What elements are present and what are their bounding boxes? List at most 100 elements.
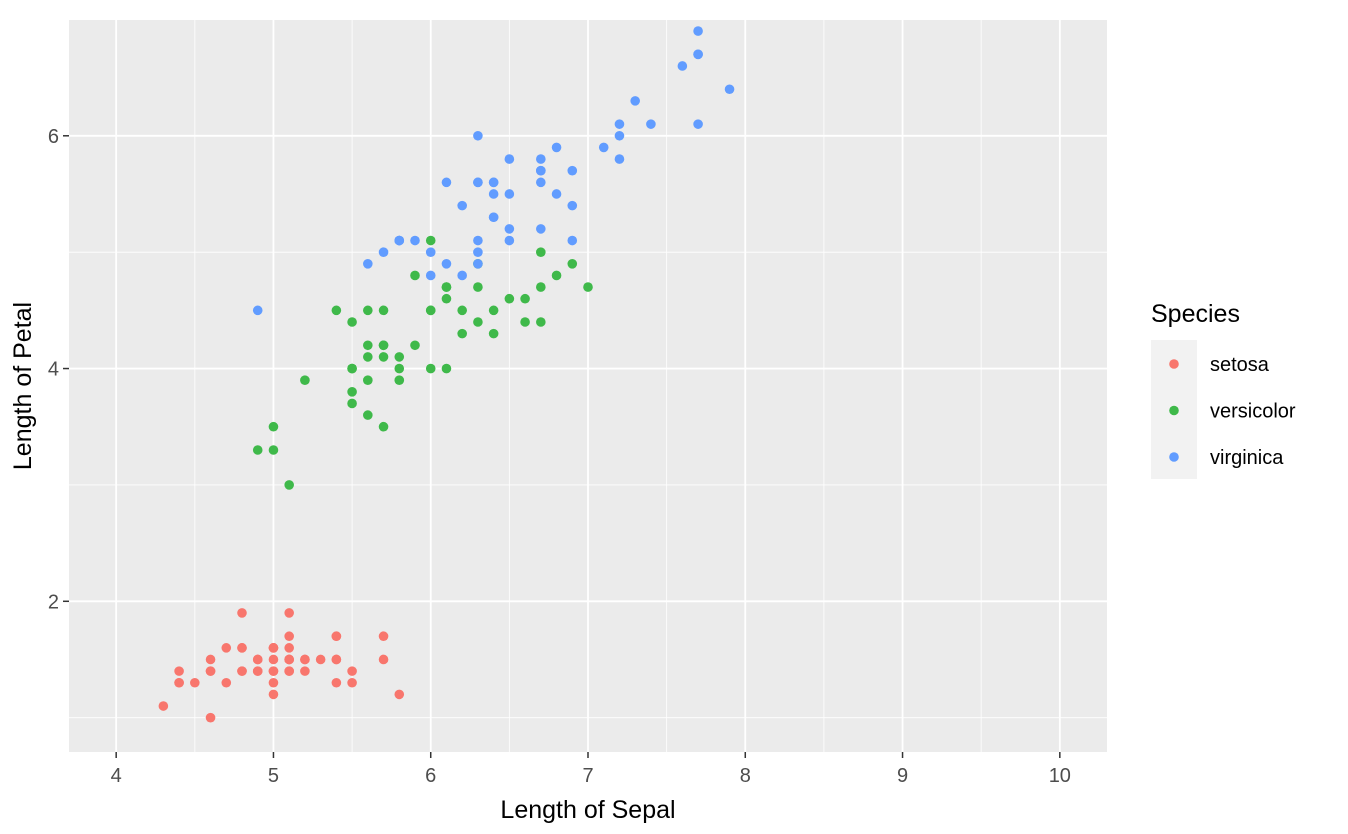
- point-virginica: [504, 235, 515, 246]
- point-virginica: [536, 165, 546, 176]
- point-setosa: [237, 643, 247, 653]
- point-virginica: [473, 130, 483, 141]
- point-setosa: [284, 654, 294, 665]
- point-virginica: [504, 154, 515, 164]
- point-setosa: [237, 666, 247, 676]
- y-tick-label: 6: [48, 126, 59, 148]
- point-versicolor: [347, 317, 357, 327]
- point-versicolor: [268, 445, 279, 455]
- point-virginica: [536, 224, 546, 234]
- x-tick-label: 7: [582, 765, 593, 787]
- point-versicolor: [378, 340, 389, 351]
- point-setosa: [221, 677, 232, 688]
- point-virginica: [646, 119, 656, 129]
- point-setosa: [378, 631, 389, 642]
- legend-key-setosa: [1169, 359, 1179, 369]
- point-versicolor: [441, 282, 452, 292]
- point-virginica: [378, 247, 389, 257]
- point-versicolor: [583, 282, 593, 292]
- point-virginica: [630, 96, 640, 106]
- point-versicolor: [567, 259, 578, 269]
- point-virginica: [567, 200, 578, 211]
- point-virginica: [614, 154, 625, 164]
- point-versicolor: [394, 375, 405, 385]
- x-axis-title: Length of Sepal: [500, 796, 675, 824]
- point-versicolor: [378, 305, 389, 316]
- point-setosa: [174, 677, 184, 688]
- point-versicolor: [425, 305, 436, 316]
- point-setosa: [252, 666, 263, 676]
- point-virginica: [457, 200, 467, 211]
- point-virginica: [677, 61, 688, 71]
- point-versicolor: [363, 410, 373, 420]
- point-virginica: [410, 235, 420, 246]
- point-versicolor: [536, 247, 546, 257]
- y-axis-title: Length of Petal: [9, 302, 37, 470]
- point-versicolor: [536, 282, 546, 292]
- point-virginica: [488, 177, 499, 188]
- point-versicolor: [473, 282, 483, 292]
- point-setosa: [190, 677, 200, 688]
- point-setosa: [300, 666, 310, 676]
- point-virginica: [598, 142, 609, 153]
- point-virginica: [394, 235, 405, 246]
- point-versicolor: [551, 270, 562, 281]
- data-points: [158, 26, 735, 723]
- major-gridlines: [69, 20, 1107, 752]
- point-setosa: [347, 666, 357, 676]
- point-virginica: [614, 130, 625, 141]
- point-versicolor: [504, 293, 515, 304]
- legend-items: setosa versicolor virginica: [1169, 354, 1296, 469]
- point-virginica: [441, 177, 452, 188]
- legend-key-versicolor: [1169, 405, 1179, 416]
- minor-gridlines: [69, 20, 1107, 752]
- point-versicolor: [457, 328, 467, 339]
- point-virginica: [425, 247, 436, 257]
- legend-label-versicolor: versicolor: [1210, 401, 1296, 423]
- point-versicolor: [425, 363, 436, 374]
- point-setosa: [174, 666, 184, 676]
- legend-key-virginica: [1169, 452, 1179, 462]
- x-tick-label: 8: [740, 765, 751, 787]
- point-setosa: [331, 654, 342, 665]
- point-versicolor: [331, 305, 342, 316]
- point-versicolor: [300, 375, 310, 385]
- point-versicolor: [457, 305, 467, 316]
- point-versicolor: [441, 363, 452, 374]
- point-versicolor: [347, 387, 357, 397]
- point-setosa: [205, 654, 216, 665]
- point-setosa: [205, 712, 216, 723]
- point-versicolor: [473, 317, 483, 327]
- y-axis-ticks: 2 4 6: [48, 126, 69, 613]
- point-versicolor: [363, 352, 373, 362]
- point-virginica: [551, 142, 562, 153]
- point-setosa: [284, 608, 294, 618]
- point-setosa: [268, 677, 279, 688]
- point-virginica: [457, 270, 467, 281]
- point-virginica: [567, 165, 578, 176]
- x-tick-label: 4: [111, 765, 122, 787]
- point-versicolor: [268, 421, 279, 432]
- point-versicolor: [252, 445, 263, 455]
- y-tick-label: 2: [48, 591, 59, 613]
- point-virginica: [536, 177, 546, 188]
- point-virginica: [551, 189, 562, 199]
- x-tick-label: 10: [1049, 765, 1071, 787]
- x-tick-label: 5: [268, 765, 279, 787]
- point-versicolor: [520, 293, 530, 304]
- point-setosa: [268, 689, 279, 700]
- point-virginica: [693, 49, 703, 60]
- point-setosa: [221, 643, 232, 653]
- point-versicolor: [394, 352, 405, 362]
- point-virginica: [473, 177, 483, 188]
- point-virginica: [473, 235, 483, 246]
- point-versicolor: [347, 398, 357, 409]
- point-versicolor: [378, 421, 389, 432]
- point-versicolor: [363, 305, 373, 316]
- point-virginica: [488, 212, 499, 223]
- point-setosa: [284, 643, 294, 653]
- point-setosa: [378, 654, 389, 665]
- point-virginica: [252, 305, 263, 316]
- point-versicolor: [363, 340, 373, 351]
